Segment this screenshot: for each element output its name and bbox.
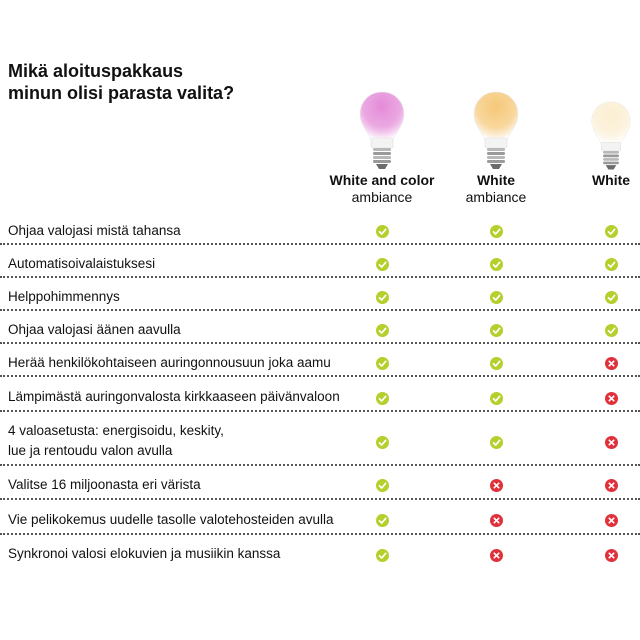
check-icon [375,435,389,449]
feature-label-line: lue ja rentoudu valon avulla [8,443,173,458]
cross-icon [604,357,618,370]
row-divider [0,243,640,245]
feature-label-line: Ohjaa valojasi äänen aavulla [8,321,181,337]
feature-label-line: Automatisoivalaistuksesi [8,255,156,271]
product-name: White [591,172,631,188]
check-icon [489,291,503,304]
product-column-header: White ambiance [431,172,561,206]
feature-label: Synkronoi valosi elokuvien ja musiikin k… [8,544,280,564]
row-divider [0,375,640,377]
feature-label: 4 valoasetusta: energisoidu, keskity, lue… [8,421,224,461]
check-icon [375,324,389,337]
cross-icon [604,391,618,405]
row-divider [0,410,640,412]
check-icon [489,391,503,405]
page-title: Mikä aloituspakkaus minun olisi parasta … [8,60,268,104]
cross-icon [604,479,618,492]
row-divider [0,276,640,278]
feature-label-line: Ohjaa valojasi mistä tahansa [8,222,181,238]
check-icon [489,258,503,271]
feature-label-line: Helppohimmennys [8,288,120,304]
feature-label: Automatisoivalaistuksesi [8,254,155,274]
feature-label-line: Herää henkilökohtaiseen auringonnousuun … [8,354,331,370]
bulb-image-2 [473,91,519,169]
row-divider [0,342,640,344]
feature-row: Ohjaa valojasi äänen aavulla [0,314,640,347]
feature-row: Valitse 16 miljoonasta eri värista [0,468,640,503]
title-line-1: Mikä aloituspakkaus [8,61,184,81]
feature-row: 4 valoasetusta: energisoidu, keskity, lue… [0,416,640,468]
product-subtitle: ambiance [351,189,413,205]
feature-label-line: Lämpimästä auringonvalosta kirkkaaseen p… [8,389,340,404]
product-column-header: White [546,172,640,189]
feature-label-line: Synkronoi valosi elokuvien ja musiikin k… [8,546,281,561]
feature-row: Ohjaa valojasi mistä tahansa [0,215,640,248]
row-divider [0,464,640,466]
feature-row: Vie pelikokemus uudelle tasolle valoteho… [0,503,640,538]
check-icon [375,258,389,271]
check-icon [375,548,389,562]
cross-icon [489,479,503,492]
row-divider [0,498,640,500]
title-line-2: minun olisi parasta valita? [8,83,235,103]
row-divider [0,309,640,311]
bulb-image-3 [591,101,631,170]
check-icon [375,514,389,527]
check-icon [375,357,389,370]
cross-icon [604,514,618,527]
feature-label: Helppohimmennys [8,287,120,307]
feature-row: Automatisoivalaistuksesi [0,248,640,281]
cross-icon [489,514,503,527]
feature-label-line: 4 valoasetusta: energisoidu, keskity, [8,423,224,438]
row-divider [0,533,640,535]
feature-label: Valitse 16 miljoonasta eri värista [8,475,201,495]
bulb-image-1 [359,91,405,169]
product-column-header: White and color ambiance [317,172,447,206]
feature-row: Herää henkilökohtaiseen auringonnousuun … [0,347,640,380]
feature-row: Synkronoi valosi elokuvien ja musiikin k… [0,538,640,572]
feature-row: Helppohimmennys [0,281,640,314]
feature-label: Ohjaa valojasi äänen aavulla [8,320,181,340]
feature-row: Lämpimästä auringonvalosta kirkkaaseen p… [0,380,640,416]
feature-label-line: Vie pelikokemus uudelle tasolle valoteho… [8,511,334,527]
product-name: White [476,172,516,188]
check-icon [604,225,618,238]
check-icon [375,291,389,304]
cross-icon [604,548,618,562]
product-name: White and color [329,172,435,188]
cross-icon [604,435,618,449]
feature-label: Ohjaa valojasi mistä tahansa [8,221,181,241]
feature-label-line: Valitse 16 miljoonasta eri värista [8,476,201,492]
check-icon [375,391,389,405]
check-icon [375,479,389,492]
feature-label: Herää henkilökohtaiseen auringonnousuun … [8,353,331,373]
check-icon [375,225,389,238]
check-icon [489,357,503,370]
product-subtitle: ambiance [465,189,527,205]
check-icon [604,258,618,271]
cross-icon [489,548,503,562]
check-icon [489,225,503,238]
check-icon [604,324,618,337]
check-icon [489,324,503,337]
feature-label: Vie pelikokemus uudelle tasolle valoteho… [8,510,333,530]
check-icon [489,435,503,449]
check-icon [604,291,618,304]
feature-label: Lämpimästä auringonvalosta kirkkaaseen p… [8,387,340,407]
